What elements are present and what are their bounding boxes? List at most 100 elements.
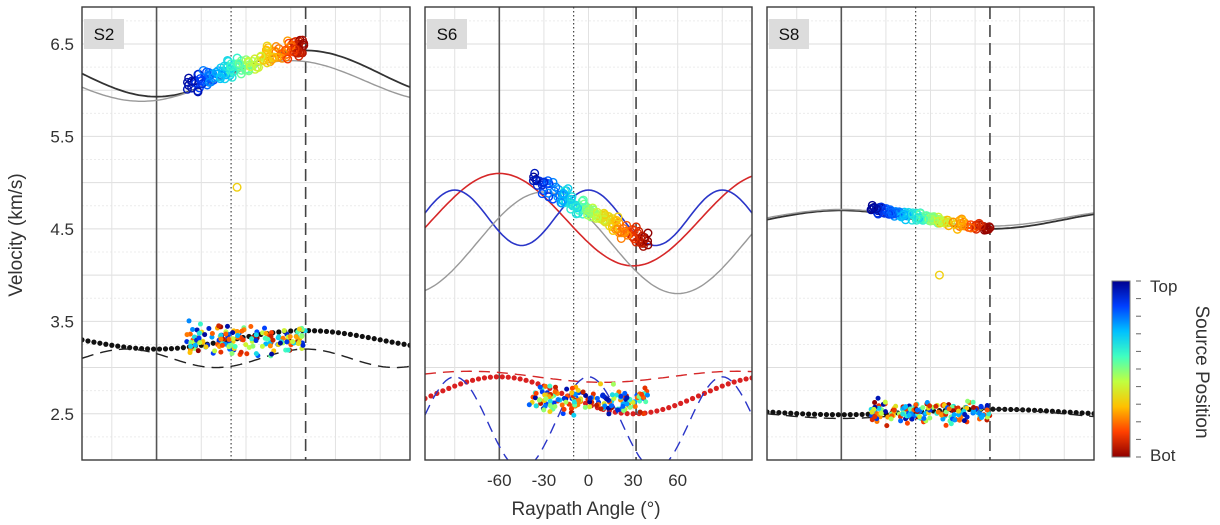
qp-data-point [202, 80, 212, 90]
model-dot [794, 410, 800, 417]
qs-data-point [978, 403, 984, 409]
model-dot [276, 329, 282, 335]
data-points [182, 35, 309, 359]
model-dot [817, 411, 824, 418]
qp-data-point [195, 74, 205, 84]
qs-data-point [927, 415, 933, 421]
qs-data-point [600, 392, 606, 398]
qp-data-point [228, 67, 238, 77]
panel-label: S2 [94, 25, 115, 44]
qp-data-point [915, 214, 925, 224]
model-dot [180, 345, 186, 351]
model-dot [335, 330, 342, 336]
colorbar: Top Bot Source Position [1111, 277, 1212, 465]
model-dot [174, 345, 181, 351]
model-dot [731, 379, 737, 385]
qp-data-point [933, 216, 943, 226]
model-dot [395, 340, 401, 346]
qs-data-point [940, 416, 946, 422]
qs-data-point [952, 417, 958, 423]
qs-data-point [253, 351, 259, 357]
model-dot [835, 412, 841, 418]
qs-data-point [621, 407, 627, 413]
model-dot [288, 328, 294, 334]
qs-data-point [608, 403, 614, 409]
panel-s8: S8 [766, 6, 1095, 461]
model-dot [121, 344, 127, 350]
qp-data-point [248, 56, 258, 66]
qs-data-point [229, 350, 235, 356]
qs-data-point [262, 325, 268, 331]
qp-outlier-point [232, 182, 242, 192]
qs-data-point [643, 399, 649, 405]
qs-data-point [875, 395, 881, 401]
qs-data-point [563, 399, 569, 405]
model-dot [341, 330, 347, 337]
model-dot [103, 341, 109, 347]
qs-data-point [248, 324, 254, 330]
model-dot [853, 411, 859, 418]
qs-data-point [532, 395, 538, 401]
qp-data-point [629, 234, 639, 244]
model-dot [841, 412, 847, 418]
model-dot [666, 405, 672, 411]
qs-data-point [253, 338, 259, 344]
qs-data-point [533, 390, 539, 396]
colorbar-ticks [1136, 280, 1141, 458]
qs-data-point [536, 397, 542, 403]
qs-data-point [218, 332, 224, 338]
qp-data-point [974, 218, 984, 228]
qs-data-point [571, 412, 577, 418]
qs-data-point [537, 384, 543, 390]
qs-data-point [569, 385, 575, 391]
model-dot [725, 381, 731, 387]
panel-frame [81, 6, 411, 461]
qs-data-point [533, 403, 539, 409]
qp-data-point [261, 45, 271, 55]
qp-outlier-point [934, 270, 944, 280]
qs-data-point [555, 397, 561, 403]
x-tick-label: -60 [487, 471, 512, 490]
qs-data-point [276, 334, 282, 340]
model-dot [487, 374, 493, 380]
qs-data-point [543, 383, 549, 389]
qp-data-point [584, 206, 594, 216]
panel-label-box [769, 19, 809, 49]
qp-data-point [198, 65, 208, 75]
panels: S2 2.5 3.5 4.5 5.5 6.5 S6 -60 -30 0 30 60 S8 [50, 6, 1095, 490]
x-axis-label: Raypath Angle (°) [511, 499, 660, 520]
data-points [526, 168, 653, 418]
qs-data-point [971, 408, 977, 414]
qs-data-point [622, 390, 628, 396]
qs-data-point [559, 402, 565, 408]
qp-data-point [277, 53, 287, 63]
qp-data-point [253, 56, 263, 66]
qs-data-point [984, 403, 990, 409]
qs-data-point [594, 402, 600, 408]
model-dot [829, 412, 836, 418]
panel-frame [424, 6, 753, 461]
qp-data-point [559, 189, 569, 199]
qs-data-point [197, 321, 203, 327]
qs-data-point [197, 340, 203, 346]
qs-data-point [293, 334, 299, 340]
qs-data-point [188, 343, 194, 349]
qs-data-point [602, 403, 608, 409]
model-dot [1067, 409, 1073, 415]
model-dot [115, 343, 121, 349]
qp-data-point [566, 199, 576, 209]
model-dot [499, 374, 505, 380]
qs-data-point [891, 407, 897, 413]
qs-data-point [882, 399, 888, 405]
model-dot [97, 340, 103, 346]
qp-data-point [867, 203, 877, 213]
model-dot [713, 385, 719, 391]
qs-data-point [246, 344, 252, 350]
qp-data-point [226, 62, 236, 72]
qs-data-point [192, 342, 198, 348]
qs-data-point [299, 333, 305, 339]
model-dot [624, 410, 630, 417]
qs-data-point [287, 334, 293, 340]
qs-data-point [218, 349, 224, 355]
qs-data-point [259, 343, 265, 349]
